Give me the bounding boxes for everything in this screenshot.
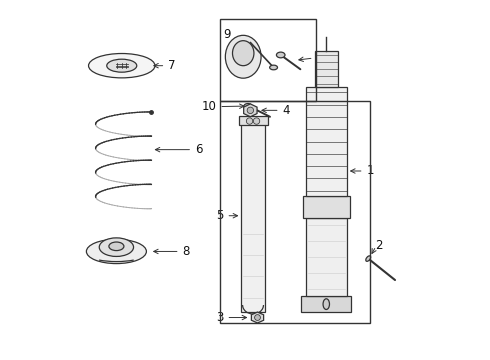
Polygon shape — [251, 312, 264, 323]
Text: 10: 10 — [201, 100, 244, 113]
Circle shape — [253, 118, 260, 124]
Ellipse shape — [99, 238, 134, 256]
Ellipse shape — [270, 65, 277, 70]
Text: 3: 3 — [216, 311, 246, 324]
Ellipse shape — [232, 41, 254, 66]
Bar — [315, 51, 338, 87]
Ellipse shape — [109, 242, 124, 251]
Circle shape — [246, 118, 253, 124]
Circle shape — [255, 315, 260, 320]
Text: 7: 7 — [154, 59, 176, 72]
Text: 4: 4 — [262, 104, 290, 117]
Text: 2: 2 — [375, 239, 383, 252]
Circle shape — [247, 107, 253, 113]
Ellipse shape — [225, 35, 261, 78]
Polygon shape — [244, 104, 257, 117]
Text: 9: 9 — [223, 28, 231, 41]
Bar — [306, 217, 347, 296]
Bar — [220, 102, 370, 323]
Ellipse shape — [107, 59, 137, 72]
Text: 10: 10 — [299, 50, 331, 63]
Bar — [303, 196, 350, 217]
Text: 6: 6 — [155, 143, 202, 156]
Ellipse shape — [89, 54, 155, 78]
Bar — [306, 87, 347, 196]
Bar — [239, 116, 268, 125]
Bar — [242, 119, 265, 312]
Ellipse shape — [86, 239, 147, 264]
Bar — [301, 296, 351, 312]
Text: 1: 1 — [351, 165, 374, 177]
Ellipse shape — [323, 299, 329, 310]
Ellipse shape — [366, 256, 371, 261]
Text: 5: 5 — [216, 209, 238, 222]
Text: 8: 8 — [154, 245, 190, 258]
Ellipse shape — [276, 52, 285, 58]
Bar — [220, 19, 317, 102]
Ellipse shape — [244, 104, 252, 109]
